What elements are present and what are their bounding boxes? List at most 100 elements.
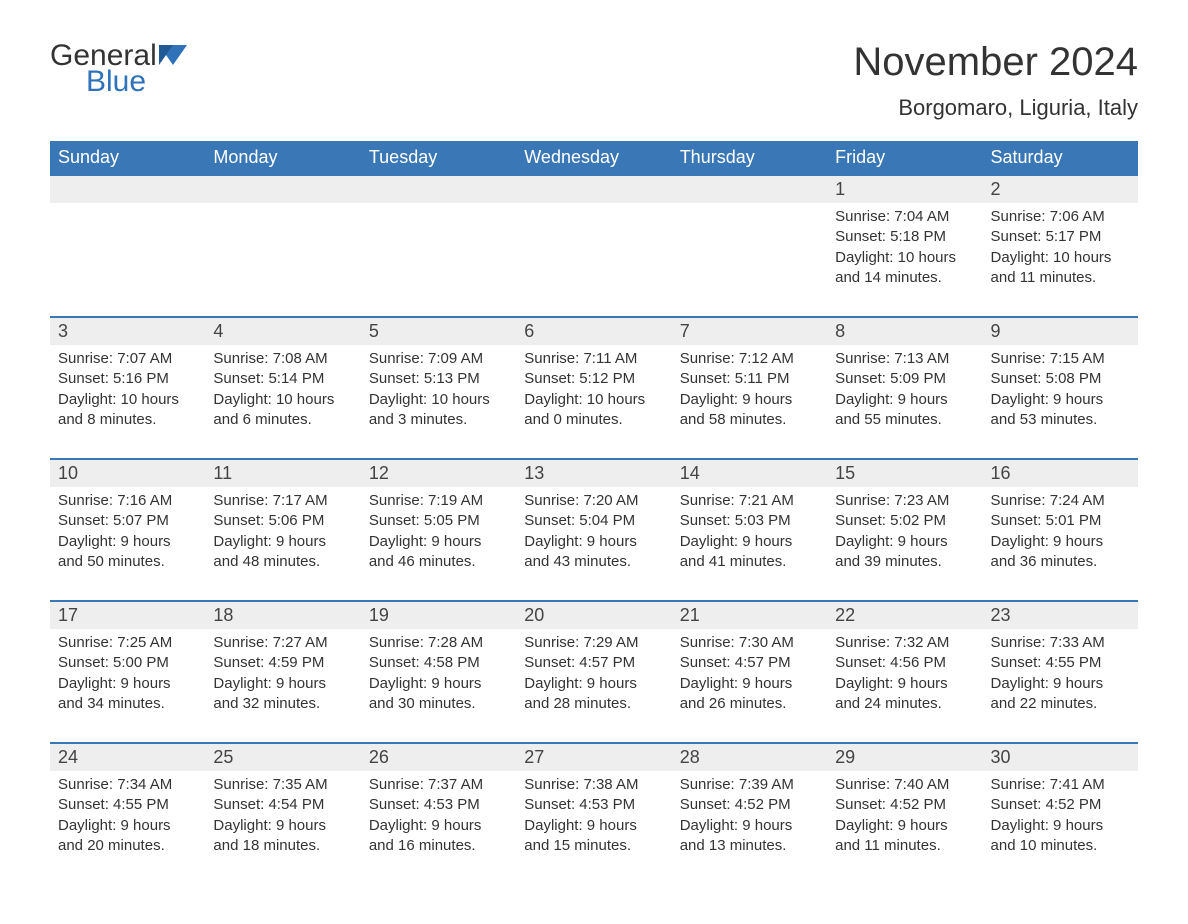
day-number: 21 xyxy=(680,605,700,625)
week-daynum-row: 17181920212223 xyxy=(50,601,1138,629)
sunset-text: Sunset: 5:00 PM xyxy=(58,653,197,673)
daylight-text: and 18 minutes. xyxy=(213,836,352,856)
day-number-cell: 27 xyxy=(516,743,671,771)
weekday-header: Sunday xyxy=(50,141,205,175)
daylight-text: Daylight: 9 hours xyxy=(835,816,974,836)
daylight-text: Daylight: 9 hours xyxy=(991,390,1130,410)
brand-logo: General Blue xyxy=(50,40,187,97)
sunrise-text: Sunrise: 7:19 AM xyxy=(369,491,508,511)
weekday-header: Saturday xyxy=(983,141,1138,175)
daylight-text: and 28 minutes. xyxy=(524,694,663,714)
day-number-cell: 7 xyxy=(672,317,827,345)
day-number-cell: 4 xyxy=(205,317,360,345)
day-number-cell: 5 xyxy=(361,317,516,345)
day-number: 9 xyxy=(991,321,1001,341)
daylight-text: Daylight: 9 hours xyxy=(58,674,197,694)
day-number: 7 xyxy=(680,321,690,341)
sunset-text: Sunset: 5:03 PM xyxy=(680,511,819,531)
day-number: 10 xyxy=(58,463,78,483)
day-detail-cell: Sunrise: 7:40 AMSunset: 4:52 PMDaylight:… xyxy=(827,771,982,884)
day-number-cell xyxy=(516,175,671,203)
brand-text: General Blue xyxy=(50,40,187,97)
daylight-text: Daylight: 10 hours xyxy=(524,390,663,410)
sunrise-text: Sunrise: 7:29 AM xyxy=(524,633,663,653)
day-number-cell: 23 xyxy=(983,601,1138,629)
daylight-text: Daylight: 9 hours xyxy=(369,816,508,836)
sunset-text: Sunset: 5:07 PM xyxy=(58,511,197,531)
sunrise-text: Sunrise: 7:37 AM xyxy=(369,775,508,795)
daylight-text: and 14 minutes. xyxy=(835,268,974,288)
daylight-text: Daylight: 9 hours xyxy=(991,816,1130,836)
day-number: 6 xyxy=(524,321,534,341)
day-detail-cell: Sunrise: 7:06 AMSunset: 5:17 PMDaylight:… xyxy=(983,203,1138,317)
day-detail-cell: Sunrise: 7:16 AMSunset: 5:07 PMDaylight:… xyxy=(50,487,205,601)
day-number: 4 xyxy=(213,321,223,341)
day-detail-cell xyxy=(50,203,205,317)
sunrise-text: Sunrise: 7:23 AM xyxy=(835,491,974,511)
week-daynum-row: 24252627282930 xyxy=(50,743,1138,771)
daylight-text: and 34 minutes. xyxy=(58,694,197,714)
day-number-cell: 16 xyxy=(983,459,1138,487)
day-number: 28 xyxy=(680,747,700,767)
daylight-text: and 15 minutes. xyxy=(524,836,663,856)
day-detail-cell: Sunrise: 7:23 AMSunset: 5:02 PMDaylight:… xyxy=(827,487,982,601)
sunset-text: Sunset: 4:55 PM xyxy=(58,795,197,815)
calendar-table: SundayMondayTuesdayWednesdayThursdayFrid… xyxy=(50,141,1138,884)
week-daynum-row: 12 xyxy=(50,175,1138,203)
day-detail-cell: Sunrise: 7:20 AMSunset: 5:04 PMDaylight:… xyxy=(516,487,671,601)
day-number: 30 xyxy=(991,747,1011,767)
daylight-text: and 26 minutes. xyxy=(680,694,819,714)
daylight-text: and 36 minutes. xyxy=(991,552,1130,572)
day-number: 20 xyxy=(524,605,544,625)
sunset-text: Sunset: 4:59 PM xyxy=(213,653,352,673)
sunset-text: Sunset: 5:05 PM xyxy=(369,511,508,531)
day-detail-cell: Sunrise: 7:21 AMSunset: 5:03 PMDaylight:… xyxy=(672,487,827,601)
daylight-text: Daylight: 10 hours xyxy=(991,248,1130,268)
day-number: 14 xyxy=(680,463,700,483)
day-number: 19 xyxy=(369,605,389,625)
daylight-text: and 8 minutes. xyxy=(58,410,197,430)
daylight-text: Daylight: 10 hours xyxy=(369,390,508,410)
daylight-text: Daylight: 9 hours xyxy=(213,532,352,552)
day-number-cell: 30 xyxy=(983,743,1138,771)
day-detail-cell: Sunrise: 7:15 AMSunset: 5:08 PMDaylight:… xyxy=(983,345,1138,459)
week-daynum-row: 3456789 xyxy=(50,317,1138,345)
day-detail-cell: Sunrise: 7:39 AMSunset: 4:52 PMDaylight:… xyxy=(672,771,827,884)
daylight-text: and 3 minutes. xyxy=(369,410,508,430)
sunset-text: Sunset: 5:12 PM xyxy=(524,369,663,389)
header: General Blue November 2024 Borgomaro, Li… xyxy=(50,40,1138,133)
day-detail-cell: Sunrise: 7:37 AMSunset: 4:53 PMDaylight:… xyxy=(361,771,516,884)
daylight-text: and 50 minutes. xyxy=(58,552,197,572)
day-number-cell: 15 xyxy=(827,459,982,487)
sunrise-text: Sunrise: 7:39 AM xyxy=(680,775,819,795)
sunrise-text: Sunrise: 7:15 AM xyxy=(991,349,1130,369)
day-number: 13 xyxy=(524,463,544,483)
sunrise-text: Sunrise: 7:32 AM xyxy=(835,633,974,653)
week-detail-row: Sunrise: 7:07 AMSunset: 5:16 PMDaylight:… xyxy=(50,345,1138,459)
day-number-cell: 10 xyxy=(50,459,205,487)
daylight-text: Daylight: 9 hours xyxy=(991,674,1130,694)
day-detail-cell: Sunrise: 7:11 AMSunset: 5:12 PMDaylight:… xyxy=(516,345,671,459)
daylight-text: Daylight: 9 hours xyxy=(680,816,819,836)
daylight-text: and 11 minutes. xyxy=(991,268,1130,288)
day-detail-cell: Sunrise: 7:28 AMSunset: 4:58 PMDaylight:… xyxy=(361,629,516,743)
month-title: November 2024 xyxy=(853,40,1138,85)
day-number-cell: 17 xyxy=(50,601,205,629)
daylight-text: and 43 minutes. xyxy=(524,552,663,572)
day-number: 8 xyxy=(835,321,845,341)
day-detail-cell: Sunrise: 7:09 AMSunset: 5:13 PMDaylight:… xyxy=(361,345,516,459)
daylight-text: Daylight: 9 hours xyxy=(835,674,974,694)
day-detail-cell: Sunrise: 7:33 AMSunset: 4:55 PMDaylight:… xyxy=(983,629,1138,743)
daylight-text: and 55 minutes. xyxy=(835,410,974,430)
day-detail-cell: Sunrise: 7:30 AMSunset: 4:57 PMDaylight:… xyxy=(672,629,827,743)
day-detail-cell xyxy=(361,203,516,317)
daylight-text: Daylight: 9 hours xyxy=(524,532,663,552)
sunset-text: Sunset: 5:01 PM xyxy=(991,511,1130,531)
sunrise-text: Sunrise: 7:17 AM xyxy=(213,491,352,511)
sunset-text: Sunset: 5:16 PM xyxy=(58,369,197,389)
sunset-text: Sunset: 4:53 PM xyxy=(524,795,663,815)
day-detail-cell: Sunrise: 7:27 AMSunset: 4:59 PMDaylight:… xyxy=(205,629,360,743)
day-number-cell: 2 xyxy=(983,175,1138,203)
sunset-text: Sunset: 5:08 PM xyxy=(991,369,1130,389)
week-detail-row: Sunrise: 7:34 AMSunset: 4:55 PMDaylight:… xyxy=(50,771,1138,884)
